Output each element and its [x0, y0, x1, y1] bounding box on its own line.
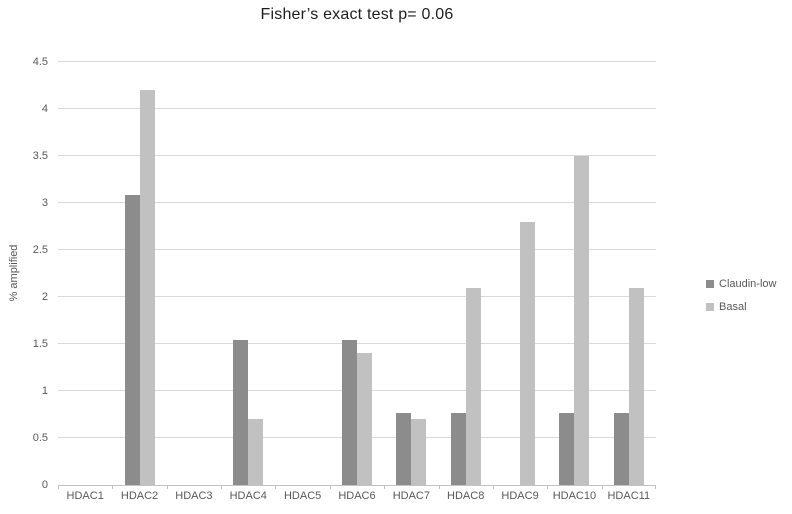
bar-claudin-low-hdac10: [559, 412, 575, 485]
axis-tick: [275, 485, 277, 489]
category-hdac1: [58, 62, 112, 485]
legend-swatch-basal: [706, 303, 714, 311]
x-axis-labels: HDAC1 HDAC2 HDAC3 HDAC4 HDAC5 HDAC6 HDAC7 HDAC8…: [58, 490, 656, 502]
x-axis-label-hdac6: HDAC6: [338, 490, 376, 502]
y-axis-tick-label: 4.5: [32, 56, 48, 68]
category-hdac9: [493, 62, 547, 485]
category-hdac8: [439, 62, 493, 485]
axis-tick: [58, 485, 59, 489]
y-axis-tick-label: 3.5: [32, 150, 48, 162]
bar-claudin-low-hdac4: [233, 340, 249, 485]
gridline: [58, 155, 656, 156]
plot-area: [58, 61, 656, 489]
y-axis-tick-label: 2.5: [32, 244, 48, 256]
bar-claudin-low-hdac7: [396, 412, 412, 485]
x-axis-label-hdac5: HDAC5: [283, 490, 322, 502]
category-hdac11: [602, 62, 656, 485]
gridline: [58, 202, 656, 203]
axis-tick: [492, 485, 494, 489]
y-axis-tick-label: 0: [41, 479, 48, 491]
bar-basal-hdac9: [520, 221, 536, 485]
axis-tick: [166, 485, 168, 489]
bar-basal-hdac8: [465, 287, 481, 485]
y-axis-tick-labels: 0 0.5 1 1.5 2 2.5 3 3.5 4 4.5: [0, 56, 48, 491]
x-axis-label-hdac11: HDAC11: [607, 490, 651, 502]
x-axis-label-hdac8: HDAC8: [447, 490, 485, 502]
axis-tick: [221, 485, 223, 489]
category-hdac7: [384, 62, 438, 485]
y-axis-tick-label: 1: [41, 385, 48, 397]
axis-tick: [601, 485, 603, 489]
bar-claudin-low-hdac2: [124, 195, 140, 485]
bar-basal-hdac4: [248, 419, 264, 485]
bar-claudin-low-hdac8: [450, 412, 466, 485]
legend-item-claudin-low: Claudin-low: [706, 278, 776, 290]
x-axis-label-hdac3: HDAC3: [175, 490, 213, 502]
gridline: [58, 108, 656, 109]
category-hdac3: [167, 62, 221, 485]
x-axis-label-hdac9: HDAC9: [501, 490, 539, 502]
category-hdac4: [221, 62, 275, 485]
x-axis-label-hdac2: HDAC2: [120, 490, 159, 502]
y-axis-tick-label: 2: [41, 291, 48, 303]
bar-claudin-low-hdac11: [613, 412, 629, 485]
category-hdac6: [330, 62, 384, 485]
axis-tick: [112, 485, 114, 489]
y-axis-tick-label: 3: [41, 197, 48, 209]
bars-row: [58, 62, 656, 485]
legend-label-claudin-low: Claudin-low: [719, 278, 777, 290]
x-axis-label-hdac4: HDAC4: [229, 490, 267, 502]
axis-tick: [547, 485, 549, 489]
axis-tick: [438, 485, 440, 489]
category-hdac10: [547, 62, 601, 485]
y-axis-tick-label: 4: [41, 103, 48, 115]
legend-swatch-claudin-low: [706, 280, 714, 288]
category-hdac5: [275, 62, 329, 485]
x-axis-label-hdac10: HDAC10: [552, 490, 597, 502]
axis-tick: [655, 485, 656, 489]
legend: Claudin-low Basal: [706, 278, 776, 324]
x-axis-label-hdac7: HDAC7: [392, 490, 430, 502]
axis-tick: [329, 485, 331, 489]
bar-basal-hdac2: [139, 90, 155, 485]
bar-claudin-low-hdac6: [341, 340, 357, 485]
chart-title: Fisher’s exact test p= 0.06: [260, 6, 454, 23]
axis-tick: [384, 485, 386, 489]
bar-basal-hdac10: [574, 156, 590, 485]
bar-basal-hdac11: [628, 287, 644, 485]
bar-basal-hdac7: [411, 419, 427, 485]
gridline: [58, 343, 656, 344]
y-axis-tick-label: 0.5: [32, 432, 48, 444]
y-axis-tick-label: 1.5: [32, 338, 48, 350]
gridline: [58, 296, 656, 297]
category-hdac2: [112, 62, 166, 485]
legend-item-basal: Basal: [706, 301, 776, 313]
gridline: [58, 61, 656, 62]
x-axis-label-hdac1: HDAC1: [66, 490, 104, 502]
gridline: [58, 249, 656, 250]
legend-label-basal: Basal: [719, 301, 747, 313]
bar-basal-hdac6: [356, 353, 372, 485]
